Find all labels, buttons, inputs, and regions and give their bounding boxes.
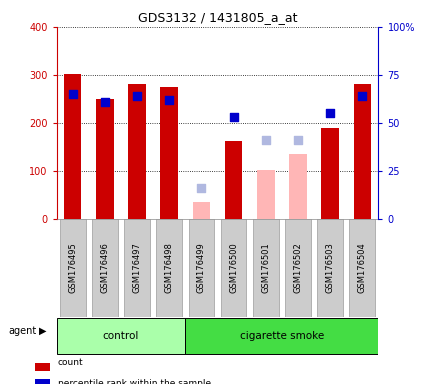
Text: GSM176503: GSM176503 bbox=[325, 242, 334, 293]
Text: GSM176498: GSM176498 bbox=[164, 242, 173, 293]
Text: GSM176495: GSM176495 bbox=[68, 242, 77, 293]
Bar bbox=[289, 154, 306, 219]
Bar bbox=[220, 219, 246, 317]
Bar bbox=[124, 219, 150, 317]
Text: agent: agent bbox=[9, 326, 37, 336]
Point bbox=[133, 93, 140, 99]
Bar bbox=[256, 170, 274, 219]
Bar bbox=[35, 358, 50, 371]
Bar bbox=[252, 219, 278, 317]
Point bbox=[358, 93, 365, 99]
Bar bbox=[349, 219, 375, 317]
Bar bbox=[188, 219, 214, 317]
Text: GSM176499: GSM176499 bbox=[197, 242, 205, 293]
Text: GSM176504: GSM176504 bbox=[357, 242, 366, 293]
Text: GSM176496: GSM176496 bbox=[100, 242, 109, 293]
Bar bbox=[284, 219, 310, 317]
Text: GSM176502: GSM176502 bbox=[293, 242, 302, 293]
Bar bbox=[185, 318, 378, 354]
Point bbox=[294, 137, 301, 143]
Text: ▶: ▶ bbox=[39, 326, 46, 336]
Bar bbox=[321, 127, 338, 219]
Bar bbox=[192, 202, 210, 219]
Bar bbox=[156, 219, 182, 317]
Point bbox=[197, 185, 204, 191]
Bar bbox=[128, 84, 145, 219]
Bar bbox=[96, 99, 113, 219]
Title: GDS3132 / 1431805_a_at: GDS3132 / 1431805_a_at bbox=[138, 11, 296, 24]
Bar bbox=[92, 219, 118, 317]
Text: GSM176500: GSM176500 bbox=[229, 242, 237, 293]
Bar bbox=[224, 141, 242, 219]
Bar bbox=[353, 84, 370, 219]
Text: percentile rank within the sample: percentile rank within the sample bbox=[58, 379, 210, 384]
Bar bbox=[35, 379, 50, 384]
Point bbox=[326, 110, 333, 116]
Text: control: control bbox=[102, 331, 139, 341]
Point bbox=[262, 137, 269, 143]
Bar bbox=[59, 219, 85, 317]
Point bbox=[101, 99, 108, 105]
Text: cigarette smoke: cigarette smoke bbox=[239, 331, 323, 341]
Text: GSM176497: GSM176497 bbox=[132, 242, 141, 293]
Bar bbox=[160, 87, 178, 219]
Point bbox=[230, 114, 237, 120]
Text: count: count bbox=[58, 358, 83, 367]
Bar bbox=[64, 74, 81, 219]
Point bbox=[165, 97, 172, 103]
Point bbox=[69, 91, 76, 97]
Bar bbox=[56, 318, 185, 354]
Text: GSM176501: GSM176501 bbox=[261, 242, 270, 293]
Bar bbox=[316, 219, 342, 317]
